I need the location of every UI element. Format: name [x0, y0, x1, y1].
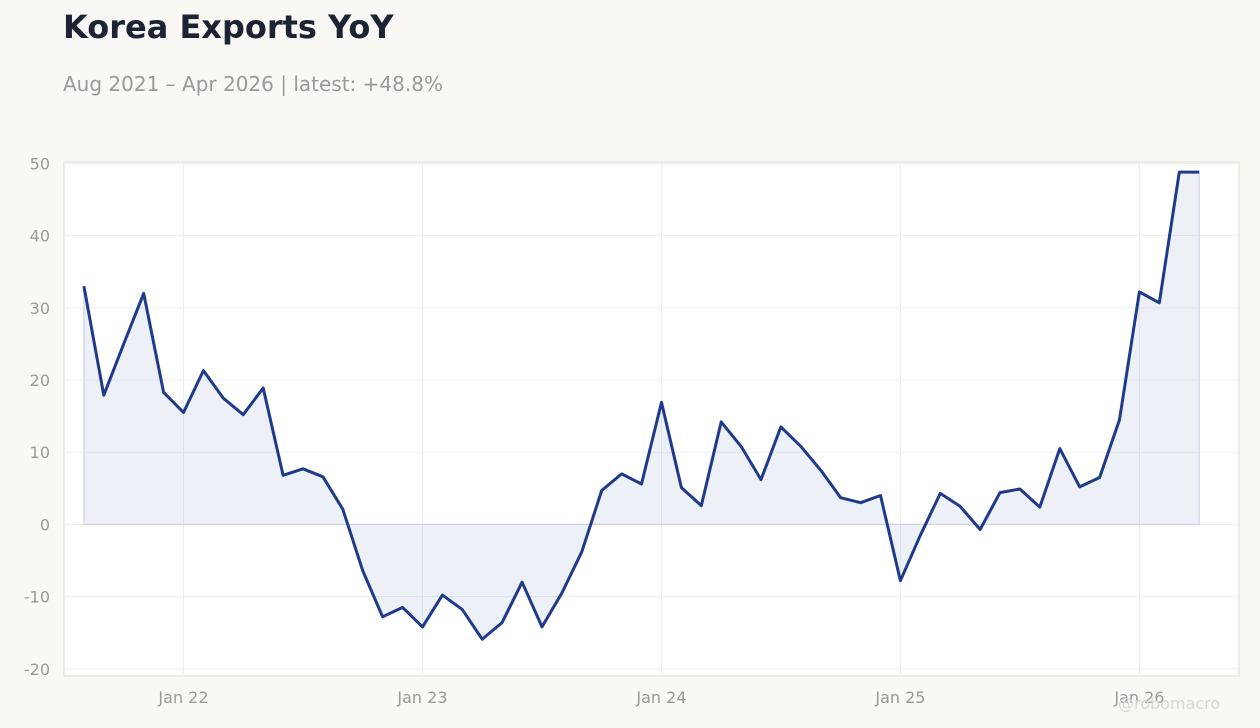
watermark: @robomacro [1118, 694, 1221, 713]
x-tick-label: Jan 22 [157, 688, 208, 707]
plot-area [63, 161, 1240, 677]
x-tick-label: Jan 25 [874, 688, 925, 707]
y-tick-label: 40 [30, 227, 50, 246]
tick-labels: -20 -10 0 10 20 30 40 50 Jan 22 Jan 23 Jan 24 Jan 2… [24, 154, 1165, 707]
series-line [82, 170, 1200, 641]
chart-subtitle: Aug 2021 – Apr 2026 | latest: +48.8% [63, 72, 443, 96]
y-tick-label: 0 [40, 515, 50, 534]
y-tick-label: -10 [24, 588, 50, 607]
y-tick-label: 20 [30, 371, 50, 390]
chart-title: Korea Exports YoY [63, 8, 394, 46]
y-tick-label: 30 [30, 299, 50, 318]
x-tick-label: Jan 26 [1113, 688, 1164, 707]
y-tick-label: 10 [30, 443, 50, 462]
x-tick-label: Jan 24 [635, 688, 686, 707]
y-tick-label: -20 [24, 660, 50, 679]
series-line-layer [82, 170, 1200, 641]
x-tick-label: Jan 23 [396, 688, 447, 707]
y-tick-label: 50 [30, 154, 50, 173]
